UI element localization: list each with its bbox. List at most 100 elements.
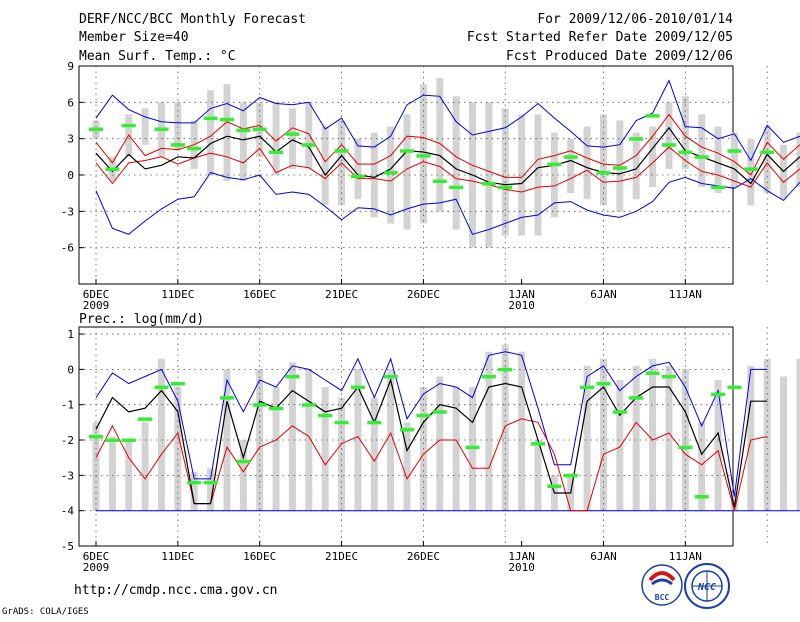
header-title: DERF/NCC/BCC Monthly Forecast [79, 12, 306, 27]
observed-marker [661, 143, 676, 147]
spread-box [616, 120, 624, 212]
x-tick-label: 6DEC [83, 550, 110, 563]
observed-marker [121, 438, 136, 443]
x-tick-label: 6DEC [83, 288, 110, 301]
spread-box [239, 102, 247, 182]
panel1-variable-label: Mean Surf. Temp.: °C [79, 49, 236, 64]
observed-marker [301, 143, 316, 147]
observed-marker [743, 167, 758, 171]
max-line [95, 351, 768, 497]
observed-marker [121, 123, 136, 128]
spread-box [92, 422, 100, 511]
observed-marker [711, 185, 726, 190]
observed-marker [154, 127, 169, 131]
y-tick-label: -6 [61, 242, 74, 255]
spread-box [698, 422, 706, 511]
x-tick-label: 11JAN [669, 550, 702, 563]
spread-box [730, 132, 738, 188]
spread-box [452, 96, 460, 230]
max-line [95, 172, 800, 235]
spread-box [665, 102, 673, 169]
spread-box [403, 422, 411, 511]
y-tick-label: 6 [67, 96, 74, 109]
observed-marker [416, 413, 431, 418]
observed-marker [694, 155, 709, 159]
observed-marker [432, 179, 447, 184]
spread-box [714, 379, 722, 511]
observed-marker [105, 438, 120, 443]
observed-marker [563, 155, 578, 159]
observed-marker [449, 185, 464, 190]
observed-marker [432, 410, 447, 414]
spread-box [354, 138, 362, 200]
observed-marker [383, 374, 398, 379]
observed-marker [219, 117, 234, 122]
observed-marker [465, 445, 480, 450]
observed-marker [678, 150, 693, 154]
plot-frame [78, 326, 734, 547]
observed-marker [645, 114, 660, 118]
spread-box [632, 132, 640, 200]
observed-marker [612, 166, 627, 170]
spread-box [649, 358, 657, 511]
observed-marker [498, 185, 513, 190]
spread-box [288, 108, 296, 169]
spread-box [141, 108, 149, 145]
x-tick-label: 16DEC [243, 288, 276, 301]
spread-box [632, 365, 640, 511]
observed-marker [203, 480, 218, 485]
spread-box [370, 397, 378, 511]
spread-box [436, 78, 444, 212]
y-tick-label: 9 [67, 60, 74, 73]
observed-marker [727, 385, 742, 390]
spread-box [747, 365, 755, 511]
observed-marker [269, 150, 284, 154]
observed-marker [203, 116, 218, 121]
spread-box [157, 358, 165, 511]
spread-box [550, 132, 558, 218]
observed-marker [89, 435, 103, 439]
observed-marker [694, 495, 709, 499]
observed-marker [252, 403, 267, 407]
spread-box [387, 126, 395, 224]
observed-marker [760, 150, 775, 154]
observed-marker [612, 410, 627, 414]
ncc-logo-text: NCC [697, 582, 716, 593]
x-tick-label: 6JAN [590, 550, 617, 563]
observed-marker [350, 385, 365, 390]
observed-marker [645, 371, 660, 375]
observed-marker [187, 480, 202, 485]
spread-box [272, 387, 280, 511]
observed-marker [367, 420, 382, 425]
spread-box [354, 369, 362, 511]
observed-marker [416, 154, 431, 158]
observed-marker [219, 396, 234, 400]
spread-box [321, 387, 329, 511]
observed-marker [89, 127, 103, 131]
observed-marker [236, 128, 251, 133]
low-line [95, 146, 800, 193]
spread-box [714, 126, 722, 194]
spread-box [747, 138, 755, 206]
observed-marker [400, 427, 415, 432]
x-tick-label: 1JAN [508, 288, 535, 301]
y-tick-label: 0 [67, 169, 74, 182]
temperature-panel: -6 -3 0 3 6 9 6DEC 11DEC 16DEC 21DEC 26DEC 1JAN 6JAN… [61, 60, 800, 312]
spread-box [419, 84, 427, 224]
x-tick-label: 16DEC [243, 550, 276, 563]
observed-marker [350, 174, 365, 179]
observed-marker [481, 374, 496, 379]
spread-box [223, 369, 231, 511]
observed-marker [285, 132, 300, 136]
spread-box [567, 138, 575, 194]
x-year-label: 2009 [83, 561, 110, 574]
spread-box [796, 358, 800, 511]
spread-box [108, 436, 116, 511]
y-tick-label: -3 [61, 205, 74, 218]
observed-marker [596, 382, 611, 386]
spread-box [518, 351, 526, 511]
spread-box [403, 114, 411, 230]
spread-box [436, 376, 444, 511]
observed-marker [236, 459, 251, 464]
x-year-label: 2009 [83, 299, 110, 312]
